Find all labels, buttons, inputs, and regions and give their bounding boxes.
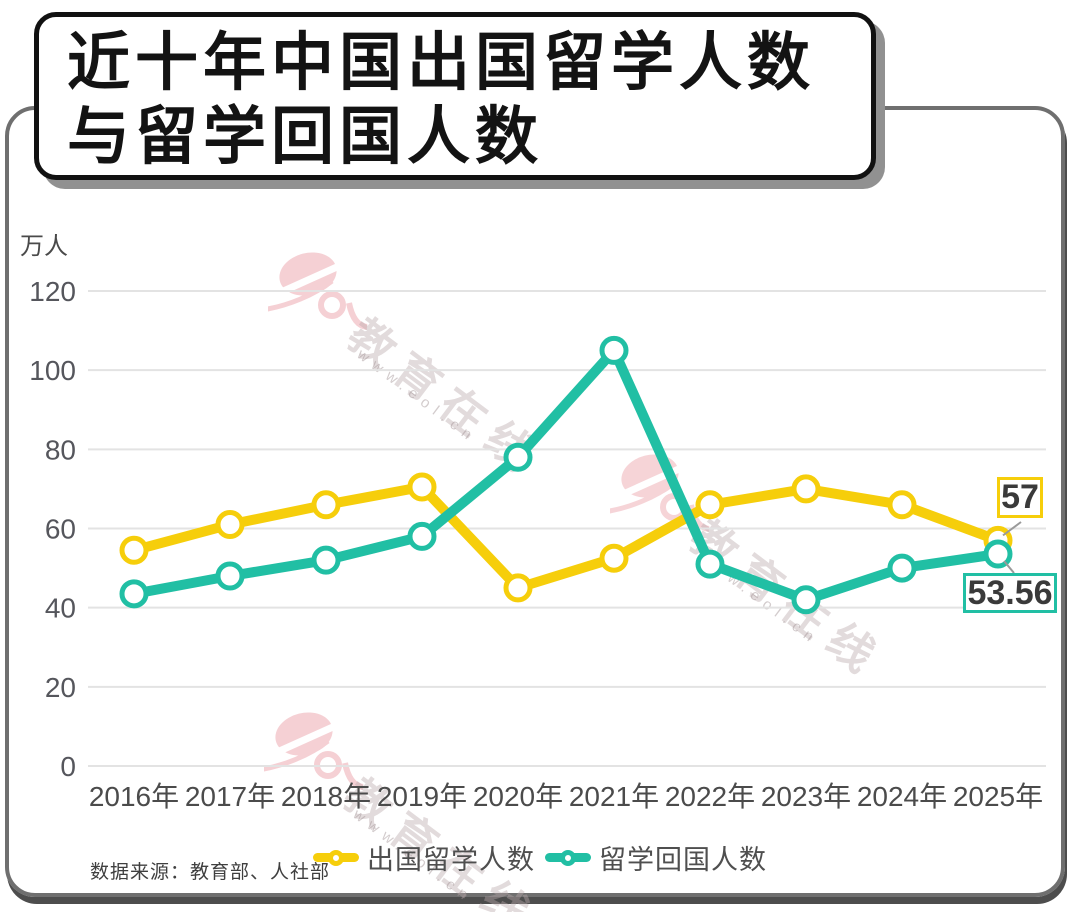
data-label-return-2025: 53.56 <box>963 573 1057 613</box>
chart-title-line2: 与留学回国人数 <box>67 101 543 172</box>
data-point-marker <box>983 539 1013 569</box>
x-tick-label: 2021年 <box>569 781 659 812</box>
title-card: 近十年中国出国留学人数 与留学回国人数 <box>34 12 876 180</box>
data-point-marker <box>599 543 629 573</box>
legend-label-abroad: 出国留学人数 <box>367 845 535 875</box>
source-note: 数据来源：教育部、人社部 <box>90 862 331 883</box>
x-tick-label: 2016年 <box>89 781 179 812</box>
x-tick-label: 2024年 <box>857 781 947 812</box>
y-tick-label: 40 <box>45 593 76 624</box>
y-tick-label: 20 <box>45 672 76 703</box>
legend-line-marker-icon <box>545 845 591 871</box>
label-connectors <box>1002 521 1022 574</box>
data-point-marker <box>695 549 725 579</box>
data-point-marker <box>215 510 245 540</box>
y-tick-label: 80 <box>45 434 76 465</box>
data-point-marker <box>215 561 245 591</box>
series-line <box>129 345 1003 605</box>
y-axis-ticks: 0 20 40 60 80 100 120 <box>29 276 76 782</box>
series-line <box>129 481 1003 593</box>
data-point-marker <box>695 490 725 520</box>
y-tick-label: 100 <box>29 355 76 386</box>
label-connector <box>1002 521 1022 537</box>
x-tick-label: 2017年 <box>185 781 275 812</box>
legend-label-return: 留学回国人数 <box>599 845 767 875</box>
chart-title-line1: 近十年中国出国留学人数 <box>67 28 815 98</box>
data-point-marker <box>599 335 629 365</box>
series-0 <box>119 472 1013 603</box>
y-axis-unit-label: 万人 <box>20 233 68 260</box>
legend-circle-icon <box>328 849 344 866</box>
data-point-marker <box>887 490 917 520</box>
x-tick-label: 2022年 <box>665 781 755 812</box>
data-point-marker <box>119 579 149 609</box>
x-tick-label: 2023年 <box>761 781 851 812</box>
data-point-marker <box>791 474 821 504</box>
x-tick-label: 2025年 <box>953 781 1043 812</box>
legend-circle-icon <box>560 849 576 866</box>
data-point-marker <box>791 585 821 615</box>
y-tick-label: 120 <box>29 276 76 307</box>
y-tick-label: 0 <box>60 751 76 782</box>
data-point-marker <box>311 490 341 520</box>
gridlines <box>88 290 1046 767</box>
legend-item-abroad: 出国留学人数 <box>313 838 535 877</box>
series-1 <box>119 335 1013 615</box>
data-point-marker <box>311 545 341 575</box>
legend-line-marker-icon <box>313 845 359 871</box>
data-point-marker <box>503 573 533 603</box>
data-point-marker <box>407 521 437 551</box>
legend-item-return: 留学回国人数 <box>545 838 767 877</box>
y-tick-label: 60 <box>45 514 76 545</box>
data-point-marker <box>503 442 533 472</box>
data-label-abroad-2025: 57 <box>997 477 1043 518</box>
data-point-marker <box>887 553 917 583</box>
data-point-marker <box>119 535 149 565</box>
x-axis-labels: 2016年 2017年 2018年 2019年 2020年 2021年 2022年 2023年… <box>89 781 1043 812</box>
x-tick-label: 2019年 <box>377 781 467 812</box>
x-tick-label: 2020年 <box>473 781 563 812</box>
data-point-marker <box>407 472 437 502</box>
x-tick-label: 2018年 <box>281 781 371 812</box>
label-connector <box>1003 560 1015 574</box>
legend: 出国留学人数 留学回国人数 <box>0 838 1080 877</box>
